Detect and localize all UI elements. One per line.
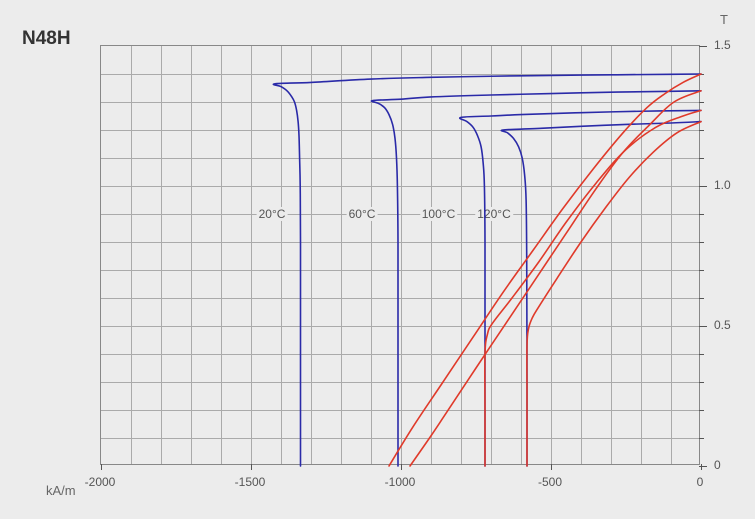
y-tick-label: 1.5 (714, 38, 731, 52)
x-tick-label: 0 (697, 475, 704, 489)
curve-60C (410, 91, 701, 466)
curve-100C (485, 110, 701, 466)
x-tick-label: -500 (538, 475, 562, 489)
curve-100C (460, 110, 701, 466)
x-axis-title: kA/m (46, 483, 76, 498)
y-tick-label: 0.5 (714, 318, 731, 332)
curve-120C (501, 122, 701, 466)
curve-20C (273, 74, 701, 466)
curve-20C (389, 74, 701, 466)
x-tick (701, 464, 702, 470)
demag-chart-container: { "chart": { "title": "N48H", "title_pos… (0, 0, 755, 519)
curve-120C (527, 122, 701, 466)
plot-area: 20°C60°C100°C120°C (100, 45, 700, 465)
chart-title: N48H (22, 28, 71, 50)
x-tick-label: -2000 (85, 475, 116, 489)
y-tick-label: 0 (714, 458, 721, 472)
curves-svg (101, 46, 701, 466)
x-tick-label: -1000 (385, 475, 416, 489)
y-tick-label: 1.0 (714, 178, 731, 192)
y-axis-title: T (720, 12, 728, 27)
x-tick-label: -1500 (235, 475, 266, 489)
y-tick (699, 466, 707, 467)
